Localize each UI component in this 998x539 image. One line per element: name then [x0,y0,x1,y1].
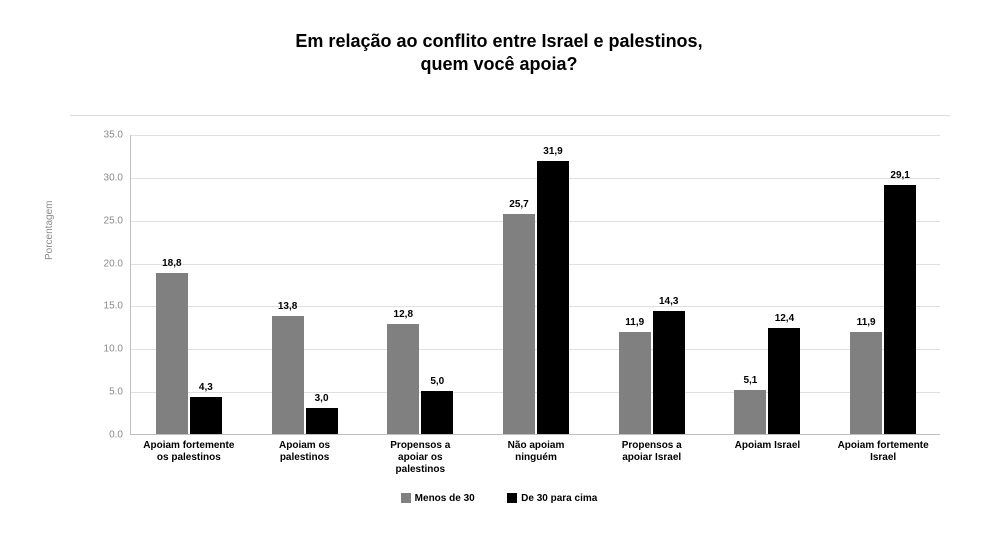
bar: 11,9 [619,332,651,434]
bar: 5,1 [734,390,766,434]
chart-title-line1: Em relação ao conflito entre Israel e pa… [295,31,702,51]
legend-item-1: De 30 para cima [507,493,597,504]
x-tick-label: Apoiam fortemente Israel [837,434,929,464]
bar-group: 11,929,1Apoiam fortemente Israel [850,185,916,434]
x-tick-label: Propensos a apoiar Israel [606,434,698,464]
bar-value-label: 13,8 [278,301,297,316]
bar: 31,9 [537,161,569,434]
y-axis-label: Porcentagem [44,201,55,260]
bar-value-label: 11,9 [625,317,644,332]
y-tick-label: 35.0 [104,130,131,141]
bar: 12,4 [768,328,800,434]
bar-value-label: 12,8 [394,309,413,324]
y-tick-label: 30.0 [104,172,131,183]
bar: 12,8 [387,324,419,434]
bar-value-label: 5,0 [430,376,444,391]
bar: 3,0 [306,408,338,434]
bar: 14,3 [653,311,685,434]
bar: 18,8 [156,273,188,434]
legend-swatch-1 [507,493,517,503]
y-tick-label: 0.0 [109,430,131,441]
x-tick-label: Propensos a apoiar os palestinos [374,434,466,476]
bar: 11,9 [850,332,882,434]
bar-group: 12,85,0Propensos a apoiar os palestinos [387,324,453,434]
bar-value-label: 11,9 [857,317,876,332]
legend: Menos de 30 De 30 para cima [0,490,998,508]
legend-item-0: Menos de 30 [401,493,475,504]
bar-value-label: 18,8 [162,258,181,273]
chart-title: Em relação ao conflito entre Israel e pa… [0,30,998,75]
bar-value-label: 25,7 [509,199,528,214]
bar: 29,1 [884,185,916,434]
bar: 25,7 [503,214,535,434]
y-tick-label: 15.0 [104,301,131,312]
chart-title-line2: quem você apoia? [420,54,577,74]
bar: 13,8 [272,316,304,434]
plot-area: 0.05.010.015.020.025.030.035.018,84,3Apo… [130,135,940,435]
x-tick-label: Não apoiam ninguém [490,434,582,464]
gridline [131,135,940,136]
x-tick-label: Apoiam Israel [721,434,813,452]
bar-value-label: 4,3 [199,382,213,397]
bar: 4,3 [190,397,222,434]
x-tick-label: Apoiam os palestinos [258,434,350,464]
bar-value-label: 12,4 [775,313,794,328]
x-tick-label: Apoiam fortemente os palestinos [143,434,235,464]
bar-group: 25,731,9Não apoiam ninguém [503,161,569,434]
bar-group: 13,83,0Apoiam os palestinos [272,316,338,434]
bar: 5,0 [421,391,453,434]
y-tick-label: 20.0 [104,258,131,269]
bar-group: 18,84,3Apoiam fortemente os palestinos [156,273,222,434]
bar-group: 11,914,3Propensos a apoiar Israel [619,311,685,434]
legend-swatch-0 [401,493,411,503]
y-tick-label: 10.0 [104,344,131,355]
bar-value-label: 3,0 [315,393,329,408]
bar-value-label: 29,1 [890,170,909,185]
chart-container: Em relação ao conflito entre Israel e pa… [0,0,998,539]
y-tick-label: 5.0 [109,387,131,398]
y-tick-label: 25.0 [104,215,131,226]
legend-label-0: Menos de 30 [415,493,475,504]
bar-value-label: 31,9 [543,146,562,161]
bar-value-label: 14,3 [659,296,678,311]
legend-label-1: De 30 para cima [521,493,597,504]
top-rule [70,115,950,116]
bar-group: 5,112,4Apoiam Israel [734,328,800,434]
bar-value-label: 5,1 [743,375,757,390]
